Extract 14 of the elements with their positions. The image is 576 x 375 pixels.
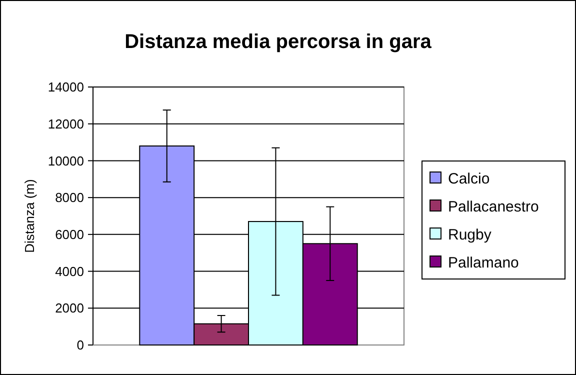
y-tick-label: 2000 (55, 300, 84, 316)
y-tick-label: 10000 (48, 153, 84, 168)
y-tick-label: 6000 (55, 226, 84, 242)
y-tick-label: 8000 (55, 190, 84, 206)
legend-label: Pallacanestro (448, 198, 539, 216)
y-axis-title: Distanza (m) (22, 179, 37, 253)
legend-label: Rugby (448, 226, 492, 244)
y-tick-label: 4000 (55, 264, 84, 279)
y-tick-label: 0 (76, 338, 84, 353)
legend-label: Pallamano (448, 254, 519, 272)
legend-label: Calcio (448, 170, 490, 188)
y-tick-label: 12000 (48, 116, 84, 132)
chart-title: Distanza media percorsa in gara (124, 31, 432, 53)
y-tick-label: 14000 (48, 80, 84, 95)
